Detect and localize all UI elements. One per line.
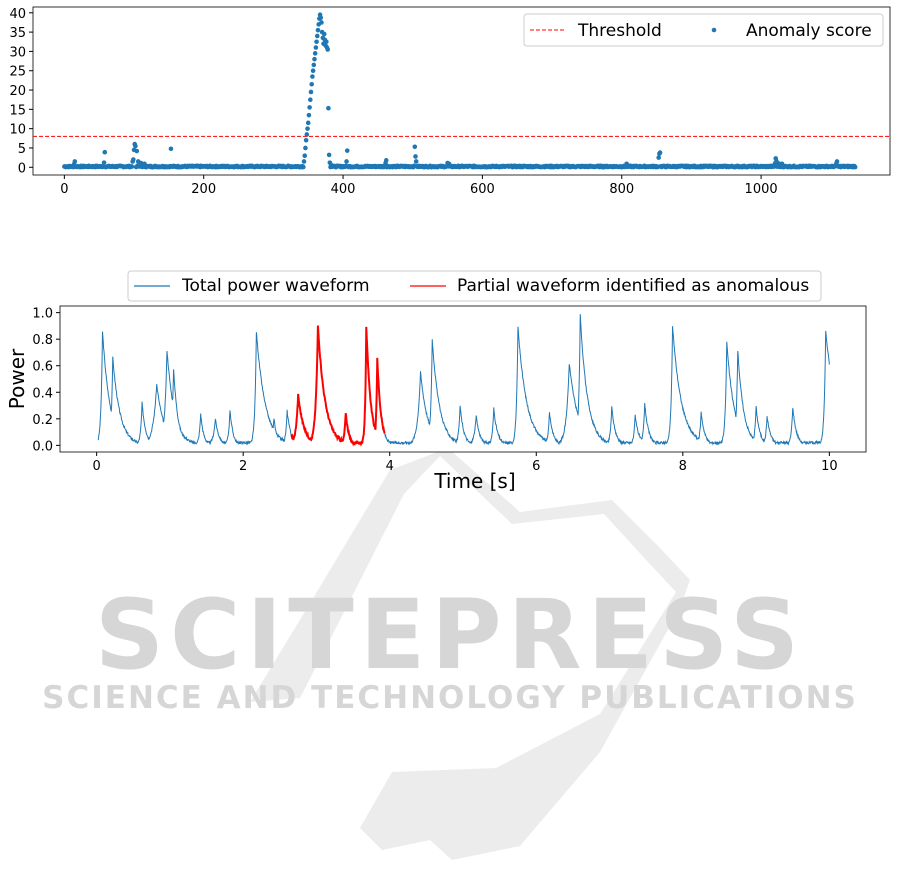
x-tick-label: 2 (239, 459, 247, 474)
score-point (305, 126, 310, 131)
score-point (314, 33, 320, 39)
x-tick-label: 0 (92, 459, 100, 474)
y-tick-label: 10 (9, 123, 26, 138)
watermark: SCITEPRESS SCIENCE AND TECHNOLOGY PUBLIC… (42, 448, 858, 860)
score-point (131, 157, 136, 162)
score-point (326, 152, 332, 158)
score-point (102, 149, 108, 155)
score-point (101, 160, 107, 165)
legend-score-label: Anomaly score (746, 21, 872, 41)
score-point (413, 159, 419, 164)
score-point (303, 137, 309, 143)
score-point (313, 45, 319, 50)
legend: Total power waveform Partial waveform id… (127, 270, 822, 302)
x-tick-label: 8 (679, 459, 687, 474)
score-point (305, 120, 311, 126)
score-point (307, 105, 312, 110)
y-tick-label: 40 (9, 7, 26, 22)
score-point (308, 89, 314, 95)
y-tick-label: 0.8 (32, 333, 53, 348)
score-point (310, 74, 315, 79)
legend-frame (523, 13, 884, 47)
legend-anomalous-label: Partial waveform identified as anomalous (457, 276, 809, 296)
score-point (312, 56, 317, 62)
score-point (129, 164, 135, 169)
score-point (168, 146, 174, 152)
legend-threshold-label: Threshold (577, 21, 662, 41)
x-tick-label: 200 (191, 182, 216, 197)
score-point (324, 39, 329, 45)
x-axis: 0 2 4 6 8 10 (92, 452, 838, 474)
score-point (314, 39, 319, 45)
score-point (301, 159, 307, 164)
watermark-title: SCITEPRESS (95, 579, 805, 691)
y-tick-label: 25 (9, 65, 26, 80)
score-point (308, 97, 313, 102)
score-point (656, 155, 661, 160)
score-point (326, 105, 331, 111)
x-tick-label: 6 (532, 459, 540, 474)
x-tick-label: 800 (609, 182, 634, 197)
score-point (852, 164, 858, 170)
legend-total-label: Total power waveform (181, 276, 370, 296)
legend: Threshold Anomaly score (523, 13, 884, 47)
watermark-map-outline (250, 448, 690, 860)
x-tick-label: 400 (331, 182, 356, 197)
x-tick-label: 1000 (745, 182, 778, 197)
score-point (134, 148, 140, 154)
score-point (321, 31, 327, 37)
score-point (657, 150, 663, 155)
score-point (312, 51, 318, 56)
score-point (344, 148, 350, 153)
y-axis-label: Power (5, 348, 29, 409)
x-axis: 0 200 400 600 800 1000 (60, 175, 778, 197)
score-point (311, 62, 317, 68)
score-point (344, 159, 349, 164)
y-tick-label: 20 (9, 84, 26, 99)
score-point (304, 132, 310, 137)
score-point (306, 112, 312, 118)
y-tick-label: 15 (9, 103, 26, 118)
y-tick-label: 0.6 (32, 360, 53, 375)
x-axis-label: Time [s] (433, 469, 515, 493)
legend-frame (127, 270, 822, 302)
y-tick-label: 0.0 (32, 439, 53, 454)
score-point (319, 20, 324, 25)
score-point (310, 68, 316, 74)
x-tick-label: 10 (821, 459, 838, 474)
y-tick-label: 1.0 (32, 307, 53, 322)
score-point (303, 145, 308, 151)
anomaly-score-chart: 0 200 400 600 800 1000 0 5 10 15 20 25 30 35 40 Thres… (9, 6, 891, 197)
y-axis: 0 5 10 15 20 25 30 35 40 (9, 7, 33, 176)
score-point (133, 143, 138, 149)
legend-score-swatch (711, 27, 717, 33)
score-point (325, 47, 331, 52)
total-power-line (97, 314, 830, 446)
y-tick-label: 0.2 (32, 413, 53, 428)
y-tick-label: 0 (18, 161, 26, 176)
score-point (301, 164, 306, 170)
y-tick-label: 0.4 (32, 386, 53, 401)
x-tick-label: 4 (386, 459, 394, 474)
score-point (309, 81, 315, 87)
x-tick-label: 600 (470, 182, 495, 197)
power-waveform-chart: Total power waveform Partial waveform id… (5, 270, 867, 493)
x-tick-label: 0 (60, 182, 68, 197)
score-point (412, 144, 418, 150)
score-point (318, 15, 324, 21)
y-tick-label: 35 (9, 26, 26, 41)
score-point (315, 27, 321, 33)
score-point (834, 159, 840, 164)
score-point (413, 154, 418, 159)
watermark-subtitle: SCIENCE AND TECHNOLOGY PUBLICATIONS (42, 680, 858, 716)
anomalous-waveform-line (290, 325, 386, 447)
y-tick-label: 5 (18, 142, 26, 157)
score-point (302, 153, 308, 158)
y-axis: 0.0 0.2 0.4 0.6 0.8 1.0 (32, 307, 60, 454)
score-point (383, 158, 389, 163)
score-point (72, 159, 78, 164)
y-tick-label: 30 (9, 45, 26, 60)
score-points (62, 12, 858, 170)
